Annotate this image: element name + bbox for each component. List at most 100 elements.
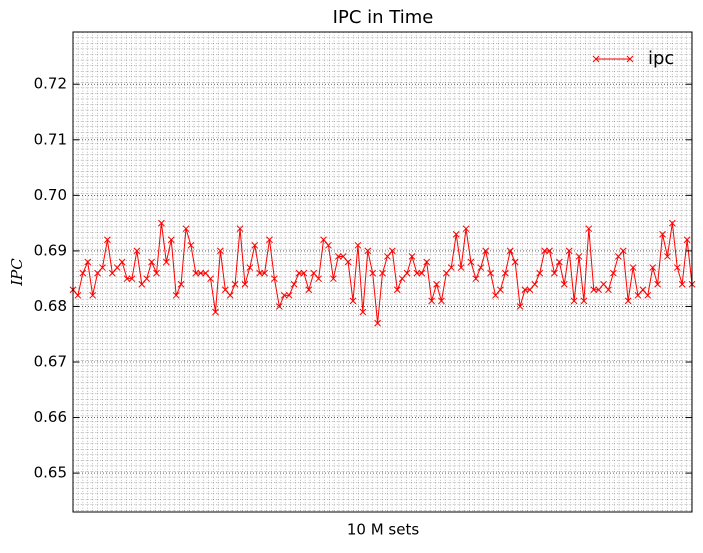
- point-marker: [354, 241, 362, 249]
- point-marker: [659, 230, 666, 238]
- point-marker: [664, 253, 671, 260]
- y-tick-label: 0.69: [34, 241, 67, 259]
- point-marker: [398, 275, 406, 283]
- point-marker: [673, 264, 681, 271]
- y-tick-label: 0.68: [34, 297, 67, 315]
- y-axis-label: IPC: [8, 258, 26, 287]
- point-marker: [467, 258, 475, 266]
- point-marker: [403, 269, 411, 277]
- point-marker: [516, 303, 524, 310]
- legend-marker: [626, 55, 634, 63]
- y-tick-label: 0.67: [34, 353, 67, 371]
- point-marker: [148, 258, 155, 266]
- point-marker: [221, 286, 229, 294]
- point-marker: [290, 280, 298, 288]
- point-marker: [207, 275, 214, 283]
- point-marker: [241, 280, 249, 288]
- point-marker: [654, 280, 661, 288]
- point-marker: [349, 297, 357, 305]
- point-marker: [143, 275, 151, 283]
- point-marker: [108, 269, 116, 277]
- point-marker: [158, 219, 165, 227]
- point-marker: [521, 286, 529, 294]
- point-marker: [246, 264, 254, 271]
- legend-marker: [592, 55, 600, 63]
- point-marker: [575, 253, 583, 260]
- point-marker: [295, 269, 303, 277]
- point-marker: [501, 269, 509, 277]
- y-tick-label: 0.71: [34, 130, 67, 148]
- point-marker: [447, 264, 455, 271]
- y-tick-label: 0.66: [34, 408, 67, 426]
- point-marker: [462, 225, 470, 233]
- point-marker: [565, 247, 573, 255]
- point-marker: [546, 247, 553, 255]
- point-marker: [428, 297, 435, 305]
- point-marker: [99, 264, 106, 271]
- point-marker: [128, 275, 136, 283]
- point-marker: [325, 241, 332, 249]
- point-marker: [639, 286, 647, 294]
- point-marker: [285, 291, 293, 299]
- point-marker: [551, 269, 558, 277]
- point-marker: [600, 280, 607, 288]
- point-marker: [452, 230, 460, 238]
- x-axis-label: 10 M sets: [347, 521, 419, 539]
- chart-title: IPC in Time: [333, 7, 434, 28]
- point-marker: [89, 291, 97, 299]
- point-marker: [384, 253, 391, 260]
- point-marker: [570, 297, 578, 305]
- point-marker: [344, 258, 352, 266]
- point-marker: [79, 269, 87, 277]
- point-marker: [226, 291, 234, 299]
- point-marker: [334, 253, 342, 260]
- point-marker: [536, 269, 544, 277]
- point-marker: [310, 269, 318, 277]
- point-marker: [202, 269, 209, 277]
- point-marker: [305, 286, 313, 294]
- point-marker: [443, 269, 450, 277]
- point-marker: [256, 269, 264, 277]
- point-marker: [683, 236, 691, 244]
- point-marker: [364, 247, 372, 255]
- point-marker: [408, 253, 416, 260]
- point-marker: [487, 269, 494, 277]
- point-marker: [94, 269, 101, 277]
- point-marker: [531, 280, 539, 288]
- point-marker: [418, 269, 426, 277]
- plot-area: [69, 83, 696, 474]
- point-marker: [506, 247, 514, 255]
- point-marker: [438, 297, 445, 305]
- point-marker: [388, 247, 396, 255]
- legend-label: ipc: [648, 48, 674, 69]
- point-marker: [192, 269, 200, 277]
- point-marker: [266, 236, 273, 244]
- point-marker: [315, 275, 322, 283]
- point-marker: [379, 269, 386, 277]
- point-marker: [619, 247, 627, 255]
- point-marker: [374, 319, 381, 327]
- point-marker: [497, 286, 504, 294]
- point-marker: [614, 253, 622, 260]
- point-marker: [162, 258, 170, 266]
- point-marker: [477, 264, 485, 271]
- point-marker: [104, 236, 111, 244]
- point-marker: [212, 308, 219, 316]
- y-tick-label: 0.70: [34, 186, 67, 204]
- point-marker: [556, 258, 563, 266]
- point-marker: [472, 275, 480, 283]
- point-marker: [624, 297, 632, 305]
- point-marker: [300, 269, 308, 277]
- point-marker: [560, 280, 568, 288]
- point-marker: [167, 236, 175, 244]
- point-marker: [433, 280, 440, 288]
- point-marker: [492, 291, 499, 299]
- point-marker: [172, 291, 180, 299]
- point-marker: [580, 297, 588, 305]
- point-marker: [595, 286, 603, 294]
- point-marker: [634, 291, 642, 299]
- point-marker: [610, 269, 617, 277]
- point-marker: [644, 291, 652, 299]
- point-marker: [187, 241, 195, 249]
